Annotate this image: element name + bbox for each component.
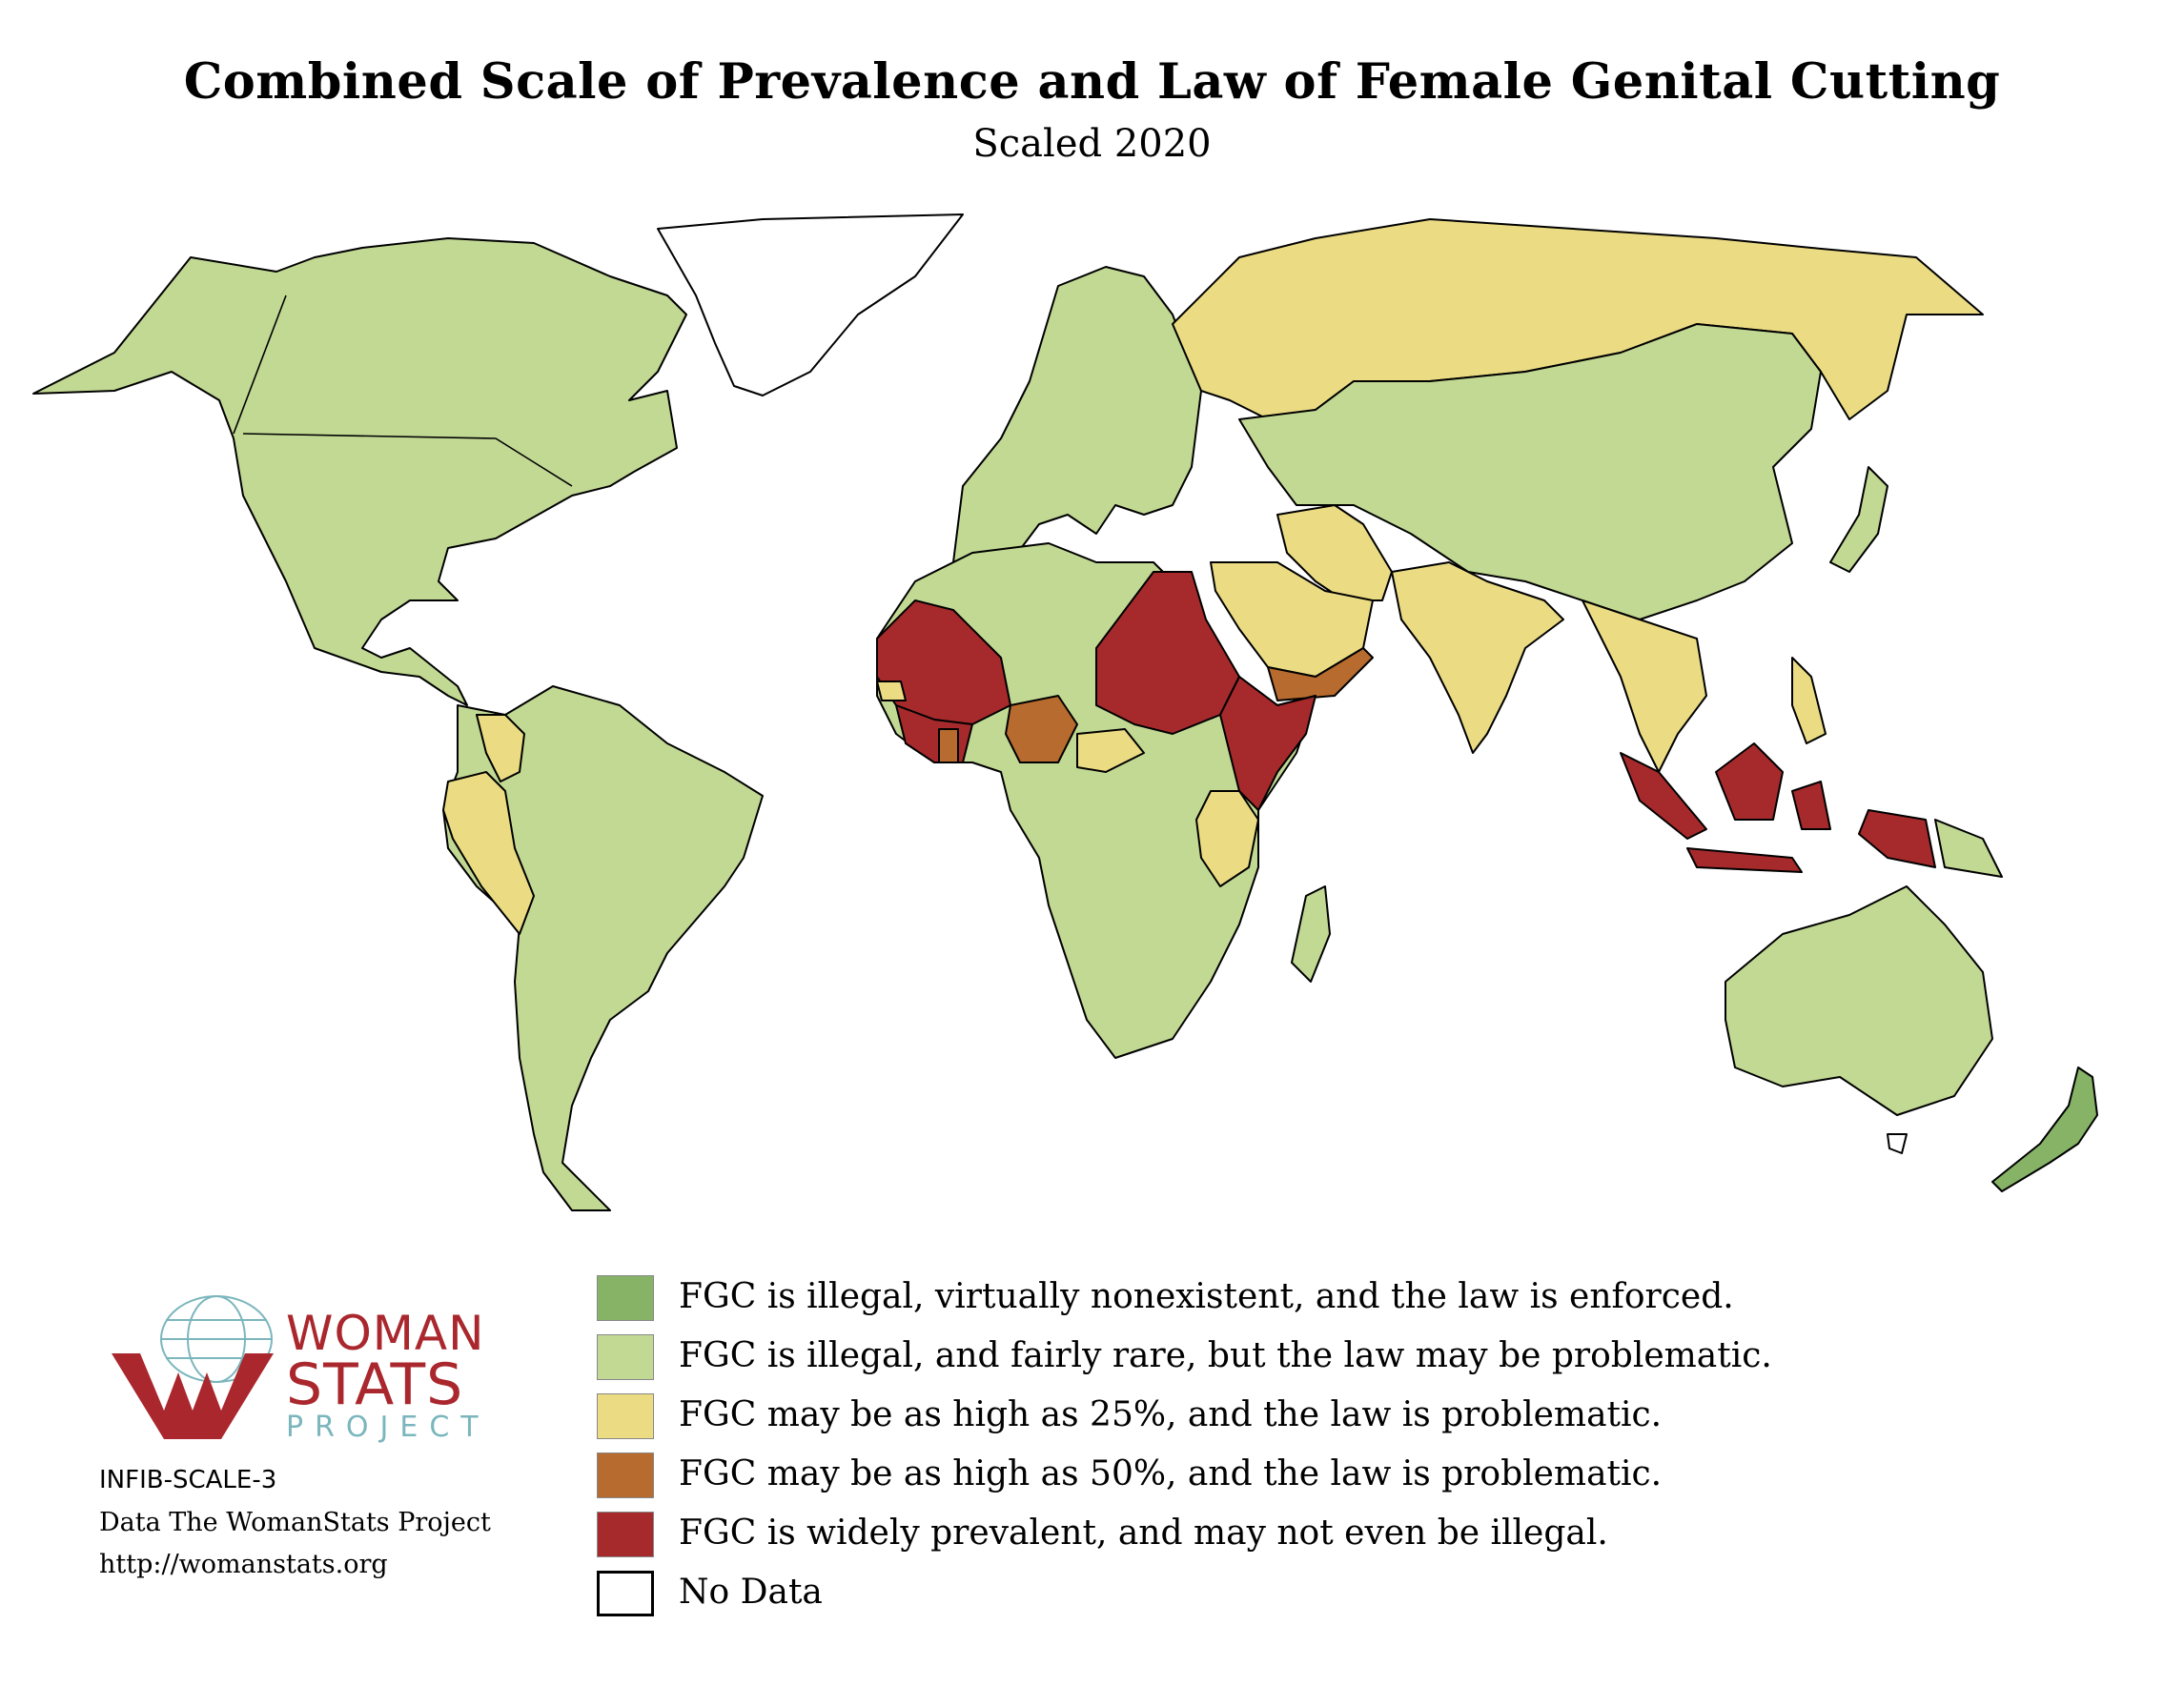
legend-label: FGC may be as high as 50%, and the law i… <box>679 1454 1663 1493</box>
legend-label: FGC is widely prevalent, and may not eve… <box>679 1513 1608 1553</box>
border-canada-usa <box>242 433 573 487</box>
map-title: Combined Scale of Prevalence and Law of … <box>183 53 2001 111</box>
legend-label: FGC is illegal, virtually nonexistent, a… <box>679 1277 1734 1316</box>
legend-label: No Data <box>679 1573 823 1612</box>
legend-swatch <box>597 1275 654 1321</box>
region-china-central-asia <box>1238 323 1822 620</box>
legend-swatch <box>597 1452 654 1498</box>
map-subtitle: Scaled 2020 <box>972 122 1212 166</box>
region-senegal <box>876 680 907 701</box>
womanstats-logo: WOMAN STATS PROJECT <box>107 1287 507 1449</box>
region-indonesia-borneo <box>1715 742 1784 821</box>
scale-code: INFIB-SCALE-3 <box>99 1466 277 1494</box>
region-australia <box>1725 885 1993 1116</box>
region-southeast-asia <box>1582 599 1707 773</box>
legend-label: FGC may be as high as 25%, and the law i… <box>679 1395 1663 1434</box>
region-philippines <box>1791 657 1827 744</box>
region-colombia <box>476 714 525 782</box>
region-indonesia-java <box>1686 847 1803 873</box>
legend-swatch <box>597 1334 654 1380</box>
region-tasmania <box>1887 1133 1908 1154</box>
region-india <box>1391 561 1564 754</box>
world-map <box>0 200 2184 1239</box>
region-madagascar <box>1291 885 1331 983</box>
legend-swatch <box>597 1393 654 1439</box>
world-map-svg <box>32 213 2098 1211</box>
data-credit: Data The WomanStats Project <box>99 1508 491 1537</box>
region-horn-of-africa <box>1219 676 1317 811</box>
legend-swatch <box>597 1571 654 1616</box>
region-greenland <box>657 213 964 396</box>
region-kenya-tanzania <box>1195 790 1259 887</box>
region-indonesia-sulawesi-papua <box>1791 781 1936 868</box>
region-cameroon <box>1076 728 1145 773</box>
region-yemen <box>1267 647 1374 701</box>
region-europe <box>952 266 1202 563</box>
logo-text-stats: STATS <box>286 1351 464 1418</box>
logo-text-woman: WOMAN <box>286 1306 485 1361</box>
region-japan <box>1829 466 1888 573</box>
region-north-america <box>32 237 687 706</box>
logo-hands-globe-icon <box>112 1295 274 1439</box>
region-iran <box>1276 504 1393 601</box>
region-nigeria <box>1005 695 1078 763</box>
region-ecuador-peru <box>442 771 535 935</box>
border-alaska <box>233 295 287 435</box>
region-ghana <box>938 728 959 763</box>
legend-label: FGC is illegal, and fairly rare, but the… <box>679 1336 1772 1375</box>
logo-text-project: PROJECT <box>286 1411 490 1444</box>
region-papua-new-guinea <box>1934 819 2003 878</box>
region-new-zealand <box>1991 1066 2098 1192</box>
region-indonesia-sumatra <box>1620 752 1707 840</box>
legend-swatch <box>597 1512 654 1557</box>
source-url: http://womanstats.org <box>99 1550 388 1579</box>
